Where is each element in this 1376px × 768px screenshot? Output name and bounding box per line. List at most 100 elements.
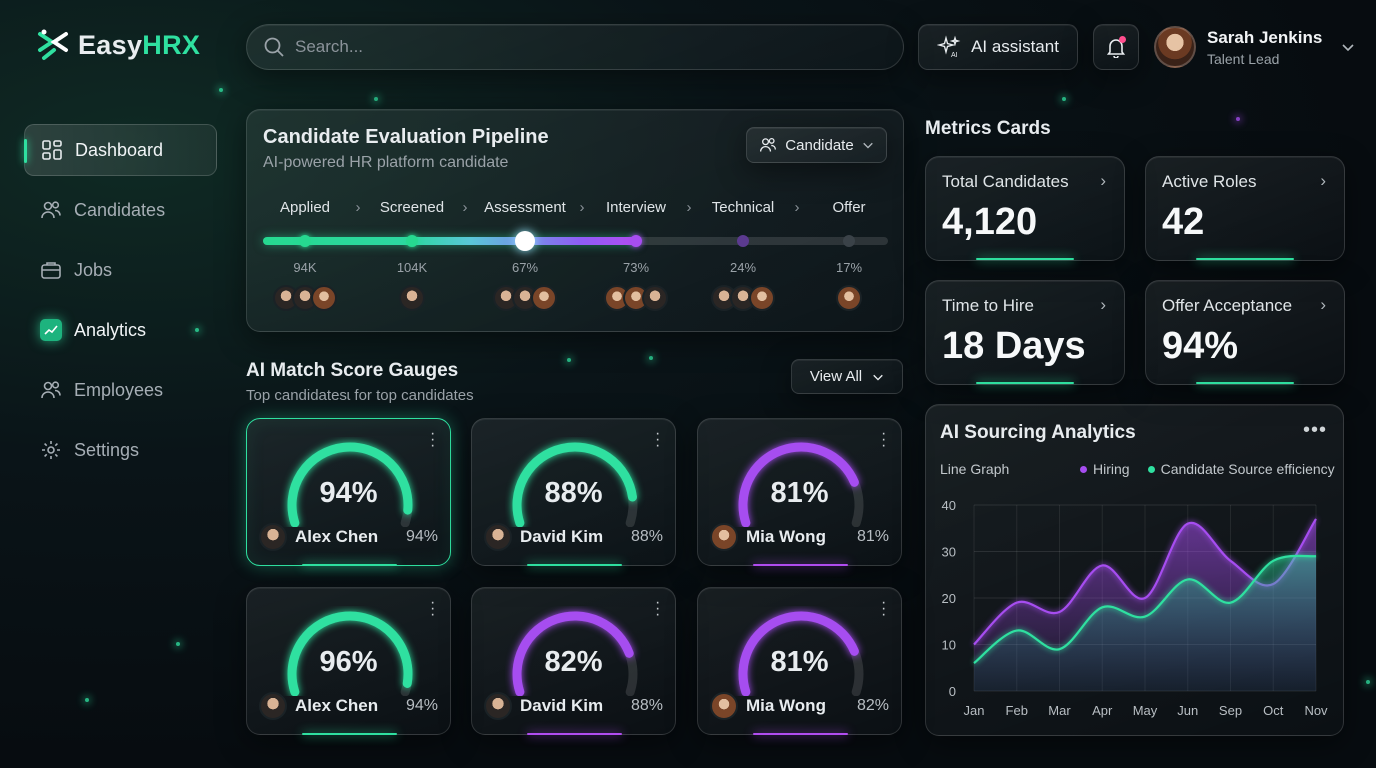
- stage-avatar-group[interactable]: [399, 285, 425, 311]
- users-icon: [40, 199, 62, 221]
- more-options-icon[interactable]: · · ·: [655, 425, 661, 454]
- avatar: [259, 523, 287, 551]
- chart-legend: Hiring Candidate Source efficiency: [1080, 461, 1335, 477]
- pipeline-stage-node[interactable]: [406, 235, 418, 247]
- x-tick-label: Oct: [1263, 703, 1284, 718]
- analytics-title: AI Sourcing Analytics: [940, 422, 1136, 443]
- gauge-score: 81%: [770, 477, 829, 509]
- match-score-card[interactable]: 81% · · · Mia Wong 81%: [697, 418, 902, 566]
- search-input[interactable]: [295, 37, 855, 57]
- pipeline-stage-node[interactable]: [737, 235, 749, 247]
- x-tick-label: Sep: [1219, 703, 1242, 718]
- sparkle-dot: [649, 356, 653, 360]
- stage-avatar-group[interactable]: [836, 285, 862, 311]
- pipeline-stage-label[interactable]: Assessment: [484, 199, 566, 216]
- chevron-down-icon: [873, 374, 883, 381]
- sidebar-item-candidates[interactable]: Candidates: [24, 184, 217, 236]
- search-bar[interactable]: [246, 24, 904, 70]
- users-icon: [40, 379, 62, 401]
- pipeline-stage-label[interactable]: Offer: [832, 199, 866, 216]
- bell-icon: [1106, 39, 1126, 58]
- candidate-name: Alex Chen: [295, 696, 379, 715]
- metric-glow: [976, 382, 1074, 384]
- sidebar-item-settings[interactable]: Settings: [24, 424, 217, 476]
- more-options-icon[interactable]: •••: [1302, 419, 1327, 441]
- pipeline-title: Candidate Evaluation Pipeline: [263, 126, 549, 148]
- chevron-right-icon: ›: [1100, 171, 1106, 190]
- pipeline-stage-value: 104K: [396, 260, 428, 275]
- user-role: Talent Lead: [1207, 50, 1280, 67]
- metric-value: 94%: [1162, 325, 1239, 367]
- search-icon: [264, 37, 284, 57]
- sparkle-ai-icon: AI: [937, 35, 961, 59]
- match-score-card[interactable]: 82% · · · David Kim 88%: [471, 587, 676, 735]
- logo-icon: [38, 29, 68, 60]
- more-options-icon[interactable]: · · ·: [430, 425, 436, 454]
- chevron-right-icon: ›: [462, 199, 468, 216]
- gauge-score: 94%: [319, 477, 378, 509]
- avatar: [642, 285, 668, 311]
- metric-card-time-to-hire[interactable]: Time to Hire › 18 Days: [925, 280, 1125, 385]
- candidate-name: David Kim: [520, 696, 604, 715]
- pipeline-stage-label[interactable]: Technical: [711, 199, 775, 216]
- more-options-icon[interactable]: · · ·: [655, 594, 661, 623]
- legend-item-hiring: Hiring: [1080, 461, 1130, 477]
- user-profile-menu[interactable]: Sarah Jenkins Talent Lead: [1154, 26, 1355, 68]
- pipeline-stage-node[interactable]: [843, 235, 855, 247]
- ai-assistant-button[interactable]: AI AI assistant: [918, 24, 1078, 70]
- gauge-fill: [738, 611, 859, 696]
- more-options-icon[interactable]: · · ·: [430, 594, 436, 623]
- pipeline-stage-label[interactable]: Screened: [379, 199, 445, 216]
- candidate-percentage: 81%: [856, 528, 889, 545]
- pipeline-stage-label[interactable]: Interview: [605, 199, 667, 216]
- more-options-icon[interactable]: · · ·: [881, 425, 887, 454]
- gauge-arc: [512, 442, 638, 527]
- metric-card-total-candidates[interactable]: Total Candidates › 4,120: [925, 156, 1125, 261]
- stage-avatar-group[interactable]: [711, 285, 775, 311]
- sparkle-dot: [195, 328, 199, 332]
- gauge-candidate-row: Alex Chen 94%: [259, 523, 438, 551]
- stage-avatar-group[interactable]: [604, 285, 668, 311]
- pipeline-stage-value: 73%: [622, 260, 650, 275]
- sidebar-item-jobs[interactable]: Jobs: [24, 244, 217, 296]
- chevron-right-icon: ›: [1100, 295, 1106, 314]
- chevron-right-icon: ›: [1320, 295, 1326, 314]
- app-logo[interactable]: EasyHRX: [36, 28, 200, 62]
- avatar: [710, 523, 738, 551]
- match-score-card[interactable]: 96% · · · Alex Chen 94%: [246, 587, 451, 735]
- pipeline-progress-track: [263, 237, 888, 245]
- x-tick-label: May: [1133, 703, 1158, 718]
- candidate-filter-label: Candidate: [785, 136, 854, 154]
- sparkle-dot: [1236, 117, 1240, 121]
- notifications-button[interactable]: [1093, 24, 1139, 70]
- sidebar-item-analytics[interactable]: Analytics: [24, 304, 217, 356]
- sidebar-item-employees[interactable]: Employees: [24, 364, 217, 416]
- sparkle-dot: [176, 642, 180, 646]
- sidebar-item-dashboard[interactable]: Dashboard: [24, 124, 217, 176]
- metric-card-offer-acceptance[interactable]: Offer Acceptance › 94%: [1145, 280, 1345, 385]
- view-all-button[interactable]: View All: [791, 359, 903, 394]
- pipeline-stage-label[interactable]: Applied: [279, 199, 331, 216]
- match-score-card[interactable]: 94% · · · Alex Chen 94%: [246, 418, 451, 566]
- grid-icon: [41, 139, 63, 161]
- chevron-down-icon: [1342, 44, 1354, 52]
- stage-avatar-group[interactable]: [273, 285, 337, 311]
- pipeline-stage-node[interactable]: [630, 235, 642, 247]
- metric-card-active-roles[interactable]: Active Roles › 42: [1145, 156, 1345, 261]
- sidebar-item-label: Analytics: [74, 319, 147, 340]
- pipeline-stage-value: 94K: [293, 260, 317, 275]
- avatar: [484, 692, 512, 720]
- sidebar: Dashboard Candidates Jobs Analytics Empl…: [24, 124, 217, 484]
- match-score-card[interactable]: 88% · · · David Kim 88%: [471, 418, 676, 566]
- candidate-filter-dropdown[interactable]: Candidate: [746, 127, 887, 163]
- metric-value: 18 Days: [942, 325, 1086, 367]
- sparkle-dot: [85, 698, 89, 702]
- avatar: [710, 692, 738, 720]
- pipeline-stage-node[interactable]: [515, 231, 535, 251]
- pipeline-stage-node[interactable]: [299, 235, 311, 247]
- match-score-card[interactable]: 81% · · · Mia Wong 82%: [697, 587, 902, 735]
- stage-avatar-group[interactable]: [493, 285, 557, 311]
- more-options-icon[interactable]: · · ·: [881, 594, 887, 623]
- metric-glow: [976, 258, 1074, 260]
- gauge-score: 82%: [544, 646, 603, 678]
